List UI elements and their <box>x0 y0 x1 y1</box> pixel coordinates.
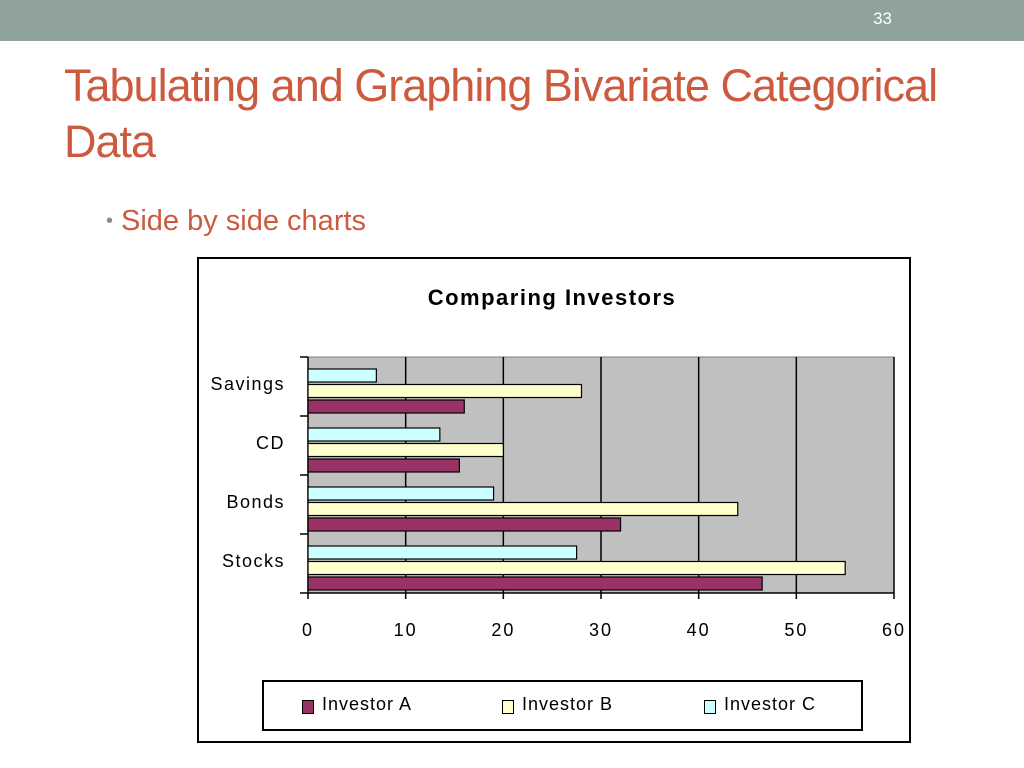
chart-svg: Comparing Investors 0 10 20 30 40 50 60 Savings… <box>197 257 911 743</box>
bar-investor-c <box>307 427 441 442</box>
bullet-item: • Side by side charts <box>106 205 366 238</box>
chart-legend: Investor A Investor B Investor C <box>262 680 863 731</box>
x-tick-label: 0 <box>302 620 314 640</box>
y-category-label: CD <box>256 433 285 453</box>
bar-investor-b <box>307 442 504 458</box>
legend-item: Investor B <box>502 692 613 716</box>
bar-investor-c <box>307 545 578 560</box>
chart-container: Comparing Investors 0 10 20 30 40 50 60 Savings… <box>197 257 911 743</box>
x-tick-label: 20 <box>491 620 515 640</box>
bar-investor-c <box>307 486 495 501</box>
plot-area: 0 10 20 30 40 50 60 Savings CD Bonds Stocks <box>210 356 906 640</box>
legend-swatch <box>502 700 514 714</box>
top-bar: 33 <box>0 0 1024 41</box>
legend-label: Investor C <box>724 693 817 714</box>
bar-investor-a <box>307 458 460 473</box>
y-category-label: Savings <box>210 374 285 394</box>
bar-investor-a <box>307 576 763 591</box>
legend-item: Investor A <box>302 692 412 716</box>
chart-title: Comparing Investors <box>428 285 677 310</box>
y-category-label: Bonds <box>226 492 285 512</box>
legend-item: Investor C <box>704 692 816 716</box>
legend-swatch <box>302 700 314 714</box>
bar-investor-a <box>307 517 622 532</box>
x-tick-label: 30 <box>589 620 613 640</box>
x-tick-label: 10 <box>394 620 418 640</box>
slide-title: Tabulating and Graphing Bivariate Catego… <box>64 60 938 167</box>
legend-label: Investor B <box>522 693 614 714</box>
bar-investor-b <box>307 501 739 517</box>
bar-investor-c <box>307 368 377 383</box>
bar-investor-a <box>307 399 465 414</box>
x-tick-label: 60 <box>882 620 906 640</box>
x-tick-label: 50 <box>784 620 808 640</box>
legend-swatch <box>704 700 716 714</box>
legend-label: Investor A <box>322 693 413 714</box>
slide-number: 33 <box>873 9 892 28</box>
y-category-label: Stocks <box>222 551 285 571</box>
bar-investor-b <box>307 560 846 576</box>
bullet-text: Side by side charts <box>121 205 367 237</box>
bullet-dot-icon: • <box>106 210 114 232</box>
x-tick-label: 40 <box>687 620 711 640</box>
bar-investor-b <box>307 383 583 399</box>
